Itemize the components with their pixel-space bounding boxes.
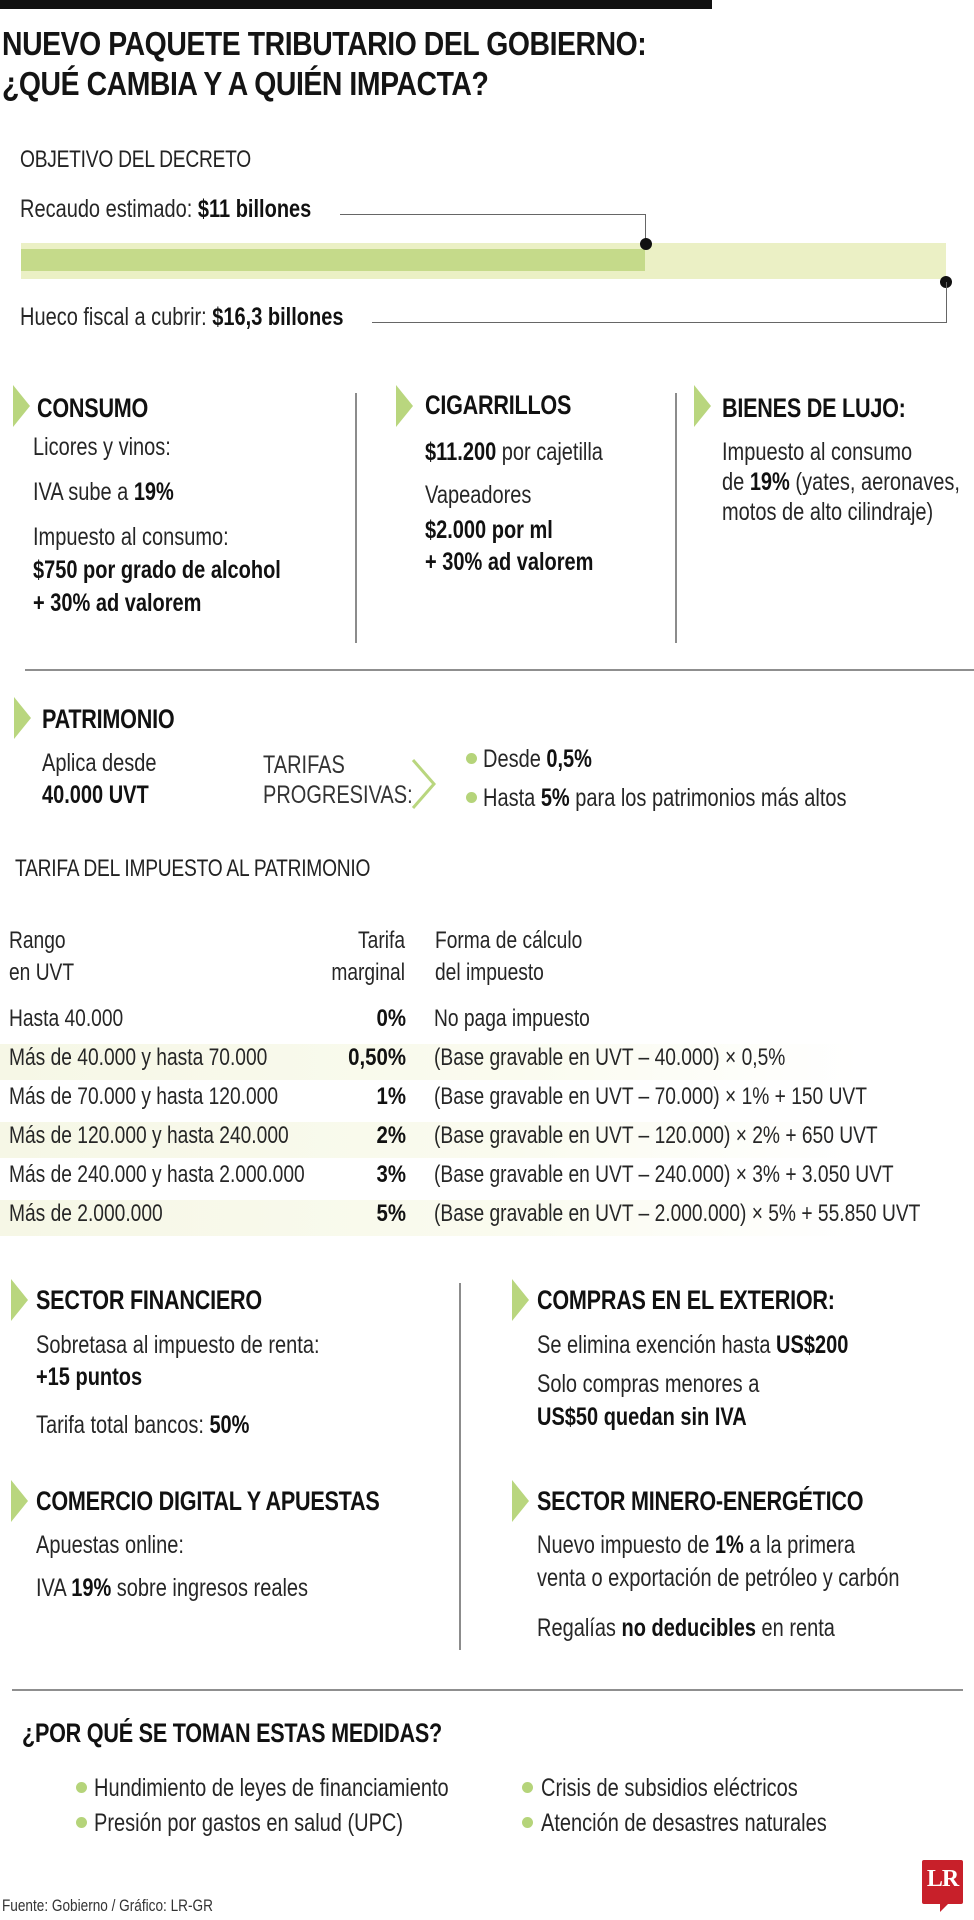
tarifa-hasta: Hasta 5% para los patrimonios más altos (483, 784, 847, 812)
page-title: NUEVO PAQUETE TRIBUTARIO DEL GOBIERNO: ¿Q… (2, 25, 647, 102)
section-divider (25, 669, 974, 671)
consumo-line3: Impuesto al consumo: (33, 523, 229, 551)
source-credit: Fuente: Gobierno / Gráfico: LR-GR (2, 1896, 213, 1915)
digital-line1: Apuestas online: (36, 1531, 184, 1559)
minero-line3: Regalías no deducibles en renta (537, 1614, 835, 1642)
row-stripe (0, 1044, 860, 1080)
cigarrillos-line4: + 30% ad valorem (425, 548, 594, 576)
recaudo-label: Recaudo estimado: $11 billones (20, 195, 312, 223)
consumo-line1: Licores y vinos: (33, 433, 171, 461)
lr-logo (922, 1860, 963, 1904)
tarifas-label: TARIFAS PROGRESIVAS: (263, 751, 413, 809)
section-title-lujo: BIENES DE LUJO: (722, 393, 906, 423)
bullet-icon (466, 753, 477, 764)
lr-logo-tail (940, 1902, 950, 1912)
table-title: TARIFA DEL IMPUESTO AL PATRIMONIO (15, 855, 371, 882)
compras-line2: Solo compras menores a (537, 1370, 760, 1398)
section-title-consumo: CONSUMO (37, 393, 149, 423)
triangle-marker-icon (512, 1279, 529, 1321)
section-title-financiero: SECTOR FINANCIERO (36, 1285, 262, 1315)
bullet-icon (522, 1817, 533, 1828)
row-stripe (0, 1200, 860, 1236)
cigarrillos-line2: Vapeadores (425, 481, 532, 509)
section-title-minero: SECTOR MINERO-ENERGÉTICO (537, 1486, 864, 1516)
triangle-marker-icon (14, 697, 31, 739)
minero-line1: Nuevo impuesto de 1% a la primera (537, 1531, 855, 1559)
consumo-line2: IVA sube a 19% (33, 478, 174, 506)
cigarrillos-line3: $2.000 por ml (425, 516, 553, 544)
financiero-line2: +15 puntos (36, 1363, 143, 1391)
triangle-marker-icon (13, 385, 30, 427)
hueco-leader-v (946, 282, 947, 323)
bullet-icon (76, 1817, 87, 1828)
recaudo-leader-v (645, 214, 646, 244)
section-divider (12, 1689, 963, 1691)
triangle-marker-icon (694, 385, 711, 427)
reason-item: Hundimiento de leyes de financiamiento (94, 1774, 449, 1802)
lujo-line3: motos de alto cilindraje) (722, 498, 934, 526)
financiero-line1: Sobretasa al impuesto de renta: (36, 1331, 320, 1359)
col-header-tarifa: Tarifa marginal (331, 927, 405, 986)
consumo-line4: $750 por grado de alcohol (33, 556, 281, 584)
col-header-forma: Forma de cálculo del impuesto (435, 927, 583, 986)
cigarrillos-line1: $11.200 por cajetilla (425, 438, 603, 466)
digital-line2: IVA 19% sobre ingresos reales (36, 1574, 309, 1602)
lr-logo-text: LR (926, 1866, 959, 1892)
tarifa-desde: Desde 0,5% (483, 745, 592, 773)
patrimonio-aplica-value: 40.000 UVT (42, 781, 149, 809)
compras-line3: US$50 quedan sin IVA (537, 1403, 747, 1431)
compras-line1: Se elimina exención hasta US$200 (537, 1331, 849, 1359)
lujo-line1: Impuesto al consumo (722, 438, 913, 466)
reason-item: Presión por gastos en salud (UPC) (94, 1809, 404, 1837)
hueco-label: Hueco fiscal a cubrir: $16,3 billones (20, 303, 344, 331)
column-divider (459, 1283, 461, 1650)
col-header-rango: Rango en UVT (9, 927, 75, 986)
triangle-marker-icon (512, 1480, 529, 1522)
lujo-line2: de 19% (yates, aeronaves, (722, 468, 960, 496)
patrimonio-aplica: Aplica desde (42, 749, 157, 777)
recaudo-marker-icon (640, 238, 652, 250)
triangle-marker-icon (396, 385, 413, 427)
reason-item: Crisis de subsidios eléctricos (541, 1774, 798, 1802)
reasons-title: ¿POR QUÉ SE TOMAN ESTAS MEDIDAS? (22, 1718, 442, 1748)
recaudo-bar (21, 249, 645, 271)
section-title-patrimonio: PATRIMONIO (42, 704, 175, 734)
reason-item: Atención de desastres naturales (541, 1809, 827, 1837)
hueco-leader-h (372, 322, 946, 323)
bullet-icon (522, 1782, 533, 1793)
recaudo-leader-h (340, 214, 646, 215)
chevron-right-icon (411, 759, 436, 809)
objective-label: OBJETIVO DEL DECRETO (20, 146, 251, 173)
section-title-digital: COMERCIO DIGITAL Y APUESTAS (36, 1486, 380, 1516)
column-divider (355, 393, 357, 643)
row-stripe (0, 1122, 860, 1158)
column-divider (675, 393, 677, 643)
consumo-line5: + 30% ad valorem (33, 589, 202, 617)
minero-line2: venta o exportación de petróleo y carbón (537, 1564, 900, 1592)
triangle-marker-icon (11, 1480, 28, 1522)
section-title-cigarrillos: CIGARRILLOS (425, 390, 572, 420)
bullet-icon (76, 1782, 87, 1793)
bullet-icon (466, 792, 477, 803)
financiero-line3: Tarifa total bancos: 50% (36, 1411, 250, 1439)
top-rule (0, 0, 712, 9)
triangle-marker-icon (11, 1279, 28, 1321)
section-title-compras: COMPRAS EN EL EXTERIOR: (537, 1285, 835, 1315)
